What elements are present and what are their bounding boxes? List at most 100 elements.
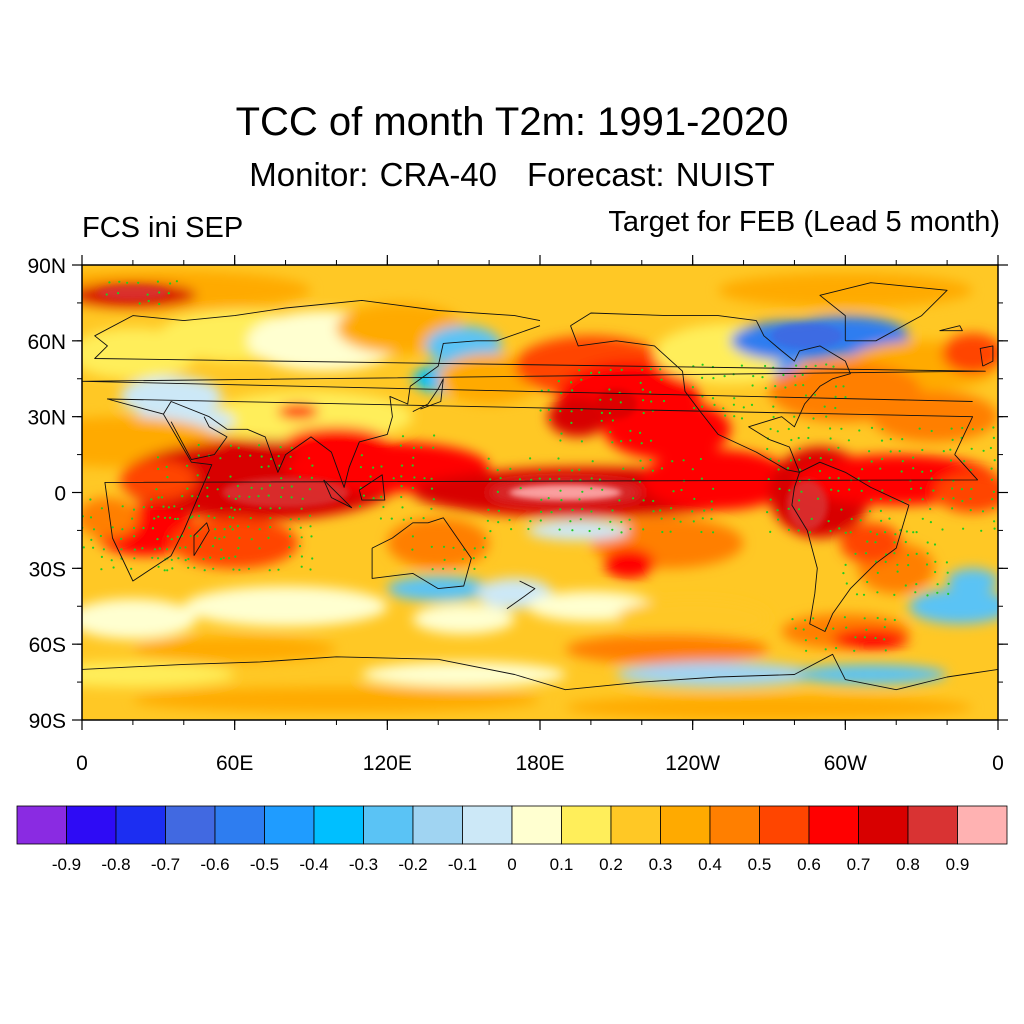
coastline bbox=[193, 522, 210, 556]
stipple-dot bbox=[700, 530, 703, 534]
stipple-dot bbox=[298, 475, 302, 478]
x-tick-label: 120E bbox=[363, 752, 412, 775]
stipple-dot bbox=[223, 536, 226, 539]
stipple-dot bbox=[590, 510, 593, 513]
stipple-dot bbox=[390, 517, 393, 520]
stipple-dot bbox=[712, 377, 715, 380]
stipple-dot bbox=[187, 557, 190, 561]
stipple-dot bbox=[588, 529, 591, 533]
stipple-dot bbox=[837, 489, 840, 492]
field-blob bbox=[832, 629, 909, 650]
stipple-dot bbox=[764, 387, 767, 390]
field-blob bbox=[183, 586, 388, 627]
field-blob bbox=[120, 459, 197, 501]
stipple-dot bbox=[142, 506, 145, 509]
stipple-dot bbox=[166, 476, 169, 479]
stipple-dot bbox=[941, 497, 944, 500]
stipple-dot bbox=[559, 439, 562, 442]
stipple-dot bbox=[840, 508, 843, 511]
stipple-dot bbox=[126, 281, 129, 284]
stipple-dot bbox=[855, 593, 859, 596]
stipple-dot bbox=[181, 495, 184, 498]
colorbar-label: 0.5 bbox=[748, 855, 772, 874]
stipple-dot bbox=[497, 509, 500, 512]
stipple-dot bbox=[489, 530, 492, 533]
stipple-dot bbox=[249, 517, 252, 520]
stipple-dot bbox=[693, 497, 696, 500]
stipple-dot bbox=[560, 499, 563, 502]
stipple-dot bbox=[223, 528, 226, 531]
stipple-dot bbox=[430, 545, 433, 548]
stipple-dot bbox=[538, 468, 541, 471]
stipple-dot bbox=[804, 619, 807, 622]
stipple-dot bbox=[876, 616, 879, 620]
coastline bbox=[82, 299, 986, 402]
stipple-dot bbox=[141, 547, 144, 550]
stipple-dot bbox=[769, 530, 772, 534]
stipple-dot bbox=[834, 385, 838, 388]
stipple-dot bbox=[889, 438, 892, 441]
stipple-dot bbox=[703, 509, 706, 512]
stipple-dot bbox=[898, 450, 901, 453]
stipple-dot bbox=[711, 397, 715, 400]
stipple-dot bbox=[810, 517, 813, 521]
stipple-dot bbox=[598, 478, 602, 481]
stipple-dot bbox=[840, 427, 843, 430]
stipple-dot bbox=[539, 519, 542, 522]
stipple-dot bbox=[823, 405, 826, 408]
stipple-dot bbox=[229, 525, 232, 528]
stipple-dot bbox=[787, 507, 790, 510]
stipple-dot bbox=[761, 376, 764, 379]
stipple-dot bbox=[260, 455, 263, 458]
field-core bbox=[509, 484, 622, 501]
stipple-dot bbox=[642, 411, 645, 415]
stipple-dot bbox=[277, 568, 280, 571]
stipple-dot bbox=[187, 566, 190, 569]
stipple-dot bbox=[472, 557, 475, 560]
stipple-dot bbox=[433, 434, 436, 437]
stipple-dot bbox=[133, 535, 136, 538]
stipple-dot bbox=[961, 499, 964, 503]
stipple-dot bbox=[608, 412, 612, 415]
stipple-dot bbox=[281, 486, 284, 489]
stipple-dot bbox=[247, 525, 250, 528]
stipple-dot bbox=[797, 436, 800, 440]
stipple-dot bbox=[166, 535, 169, 538]
stipple-dot bbox=[865, 628, 868, 631]
stipple-dot bbox=[845, 626, 848, 629]
stipple-dot bbox=[311, 464, 314, 467]
stipple-dot bbox=[213, 516, 216, 519]
stipple-dot bbox=[782, 373, 785, 377]
field-blob bbox=[603, 399, 731, 460]
stipple-dot bbox=[880, 519, 883, 522]
stipple-dot bbox=[399, 444, 402, 447]
stipple-dot bbox=[189, 534, 192, 538]
stipple-dot bbox=[933, 543, 937, 546]
colorbar-label: 0 bbox=[507, 855, 516, 874]
stipple-dot bbox=[380, 465, 383, 468]
stipple-dot bbox=[176, 535, 179, 539]
stipple-dot bbox=[443, 558, 446, 562]
stipple-dot bbox=[309, 525, 312, 528]
stipple-dot bbox=[801, 373, 804, 376]
stipple-dot bbox=[915, 552, 918, 556]
stipple-dot bbox=[812, 617, 815, 620]
stipple-dot bbox=[372, 466, 375, 469]
stipple-dot bbox=[150, 498, 153, 501]
stipple-dot bbox=[289, 467, 292, 470]
stipple-dot bbox=[814, 364, 817, 367]
stipple-dot bbox=[110, 559, 113, 562]
stipple-dot bbox=[622, 467, 625, 470]
stipple-dot bbox=[769, 427, 772, 431]
stipple-dot bbox=[598, 371, 601, 374]
y-tick-label: 60N bbox=[27, 331, 66, 354]
colorbar-swatch bbox=[808, 805, 859, 845]
stipple-dot bbox=[776, 430, 779, 433]
coastlines bbox=[82, 282, 998, 691]
stipple-dot bbox=[798, 458, 801, 461]
stipple-dot bbox=[410, 517, 413, 520]
stipple-dot bbox=[590, 487, 593, 490]
x-tick-label: 120W bbox=[665, 752, 720, 775]
stipple-dot bbox=[804, 394, 808, 397]
stipple-dot bbox=[843, 616, 847, 619]
